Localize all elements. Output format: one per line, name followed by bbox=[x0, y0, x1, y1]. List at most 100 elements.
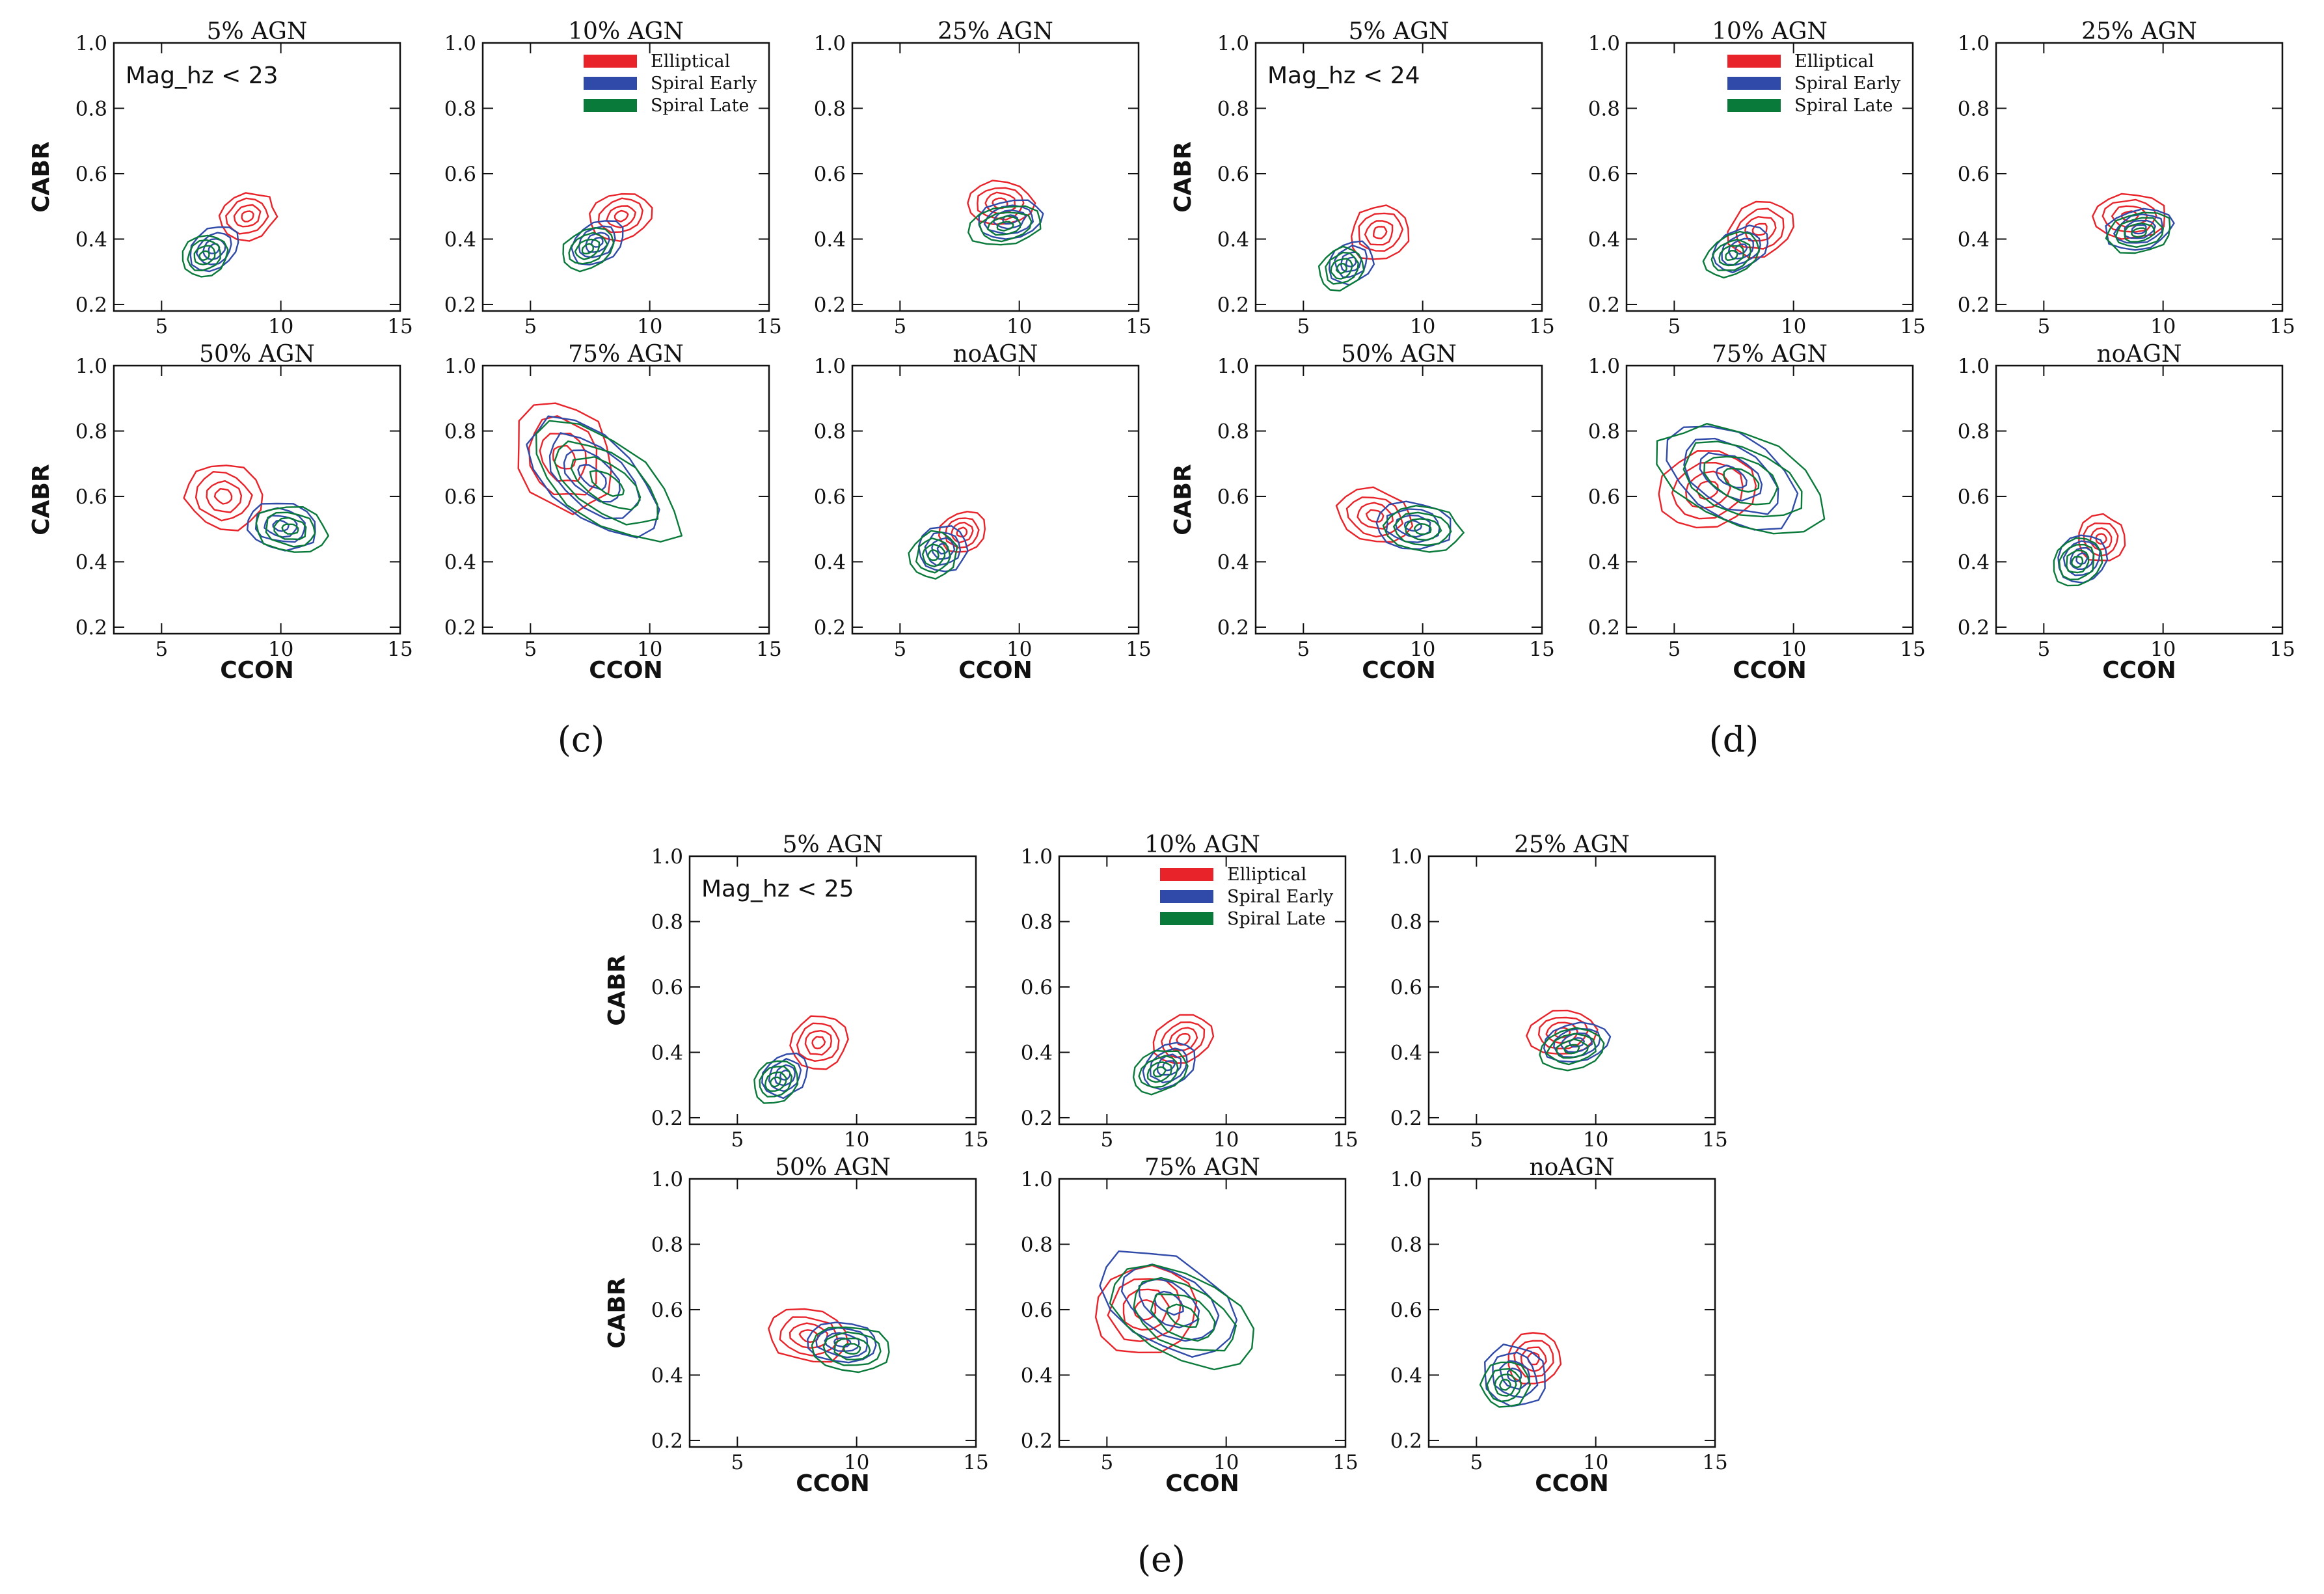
contour-line bbox=[768, 1308, 849, 1363]
y-tick-label: 0.6 bbox=[1021, 976, 1053, 999]
contour-line bbox=[273, 517, 307, 541]
x-tick-label: 15 bbox=[1529, 315, 1554, 338]
contour-line bbox=[1513, 1340, 1554, 1378]
y-tick-label: 0.2 bbox=[75, 293, 107, 317]
series-elliptical bbox=[1507, 1332, 1562, 1385]
contour-line bbox=[1699, 452, 1763, 502]
x-axis-label: CCON bbox=[958, 657, 1033, 684]
legend-swatch bbox=[1160, 890, 1213, 903]
contour-line bbox=[1543, 1021, 1612, 1063]
contour-line bbox=[822, 1331, 882, 1366]
x-tick-label: 5 bbox=[2037, 315, 2050, 338]
contour-line bbox=[1109, 1263, 1255, 1371]
series-elliptical bbox=[1350, 204, 1410, 260]
contour-line bbox=[1539, 1027, 1605, 1072]
panel-4: 5 10 15 0.2 0.4 0.6 0.8 1.0 50% AGN CABR CCON bbox=[28, 341, 413, 684]
y-tick-label: 1.0 bbox=[1588, 32, 1620, 55]
y-tick-label: 0.4 bbox=[1958, 228, 1990, 251]
contour-line bbox=[1152, 1066, 1167, 1077]
y-tick-label: 0.8 bbox=[1021, 1233, 1053, 1256]
series-spiral-late bbox=[535, 420, 683, 543]
panel-title: 25% AGN bbox=[1514, 831, 1630, 858]
y-tick-label: 1.0 bbox=[1217, 32, 1249, 55]
series-elliptical bbox=[183, 465, 263, 532]
series-spiral-late bbox=[2105, 211, 2171, 254]
contour-line bbox=[1703, 455, 1779, 506]
contour-line bbox=[1498, 1379, 1511, 1391]
x-tick-label: 10 bbox=[844, 1128, 869, 1152]
contour-line bbox=[1744, 216, 1777, 242]
contour-line bbox=[1666, 426, 1799, 531]
y-tick-label: 0.2 bbox=[1588, 616, 1620, 640]
x-tick-label: 15 bbox=[1529, 638, 1554, 661]
magnitude-note: Mag_hz < 23 bbox=[126, 62, 278, 89]
contour-line bbox=[1710, 238, 1752, 271]
panel-2: 5 10 150.20.40.60.81.0 10% AGNEllipticalSpi… bbox=[1021, 831, 1358, 1152]
y-tick-label: 0.4 bbox=[1217, 550, 1249, 574]
x-tick-label: 5 bbox=[1100, 1451, 1113, 1474]
contour-line bbox=[1718, 245, 1745, 267]
x-tick-label: 10 bbox=[2150, 638, 2176, 661]
group-label: (c) bbox=[558, 719, 604, 760]
contour-line bbox=[774, 1064, 796, 1087]
contour-line bbox=[1545, 1033, 1597, 1066]
contour-line bbox=[539, 433, 588, 482]
contour-line bbox=[1094, 1264, 1198, 1354]
panel-title: 25% AGN bbox=[2081, 18, 2197, 45]
legend-swatch bbox=[584, 99, 637, 112]
contour-line bbox=[589, 470, 625, 497]
series-elliptical bbox=[768, 1308, 849, 1363]
contour-line bbox=[1656, 423, 1826, 535]
y-axis-label: CABR bbox=[604, 954, 630, 1025]
contour-line bbox=[753, 1060, 799, 1104]
contour-line bbox=[2078, 513, 2126, 561]
y-tick-label: 1.0 bbox=[651, 845, 683, 869]
contour-line bbox=[189, 226, 239, 273]
contour-line bbox=[936, 543, 949, 555]
series-spiral-late bbox=[1702, 230, 1761, 278]
panel-6: 5 10 15 0.2 0.4 0.6 0.8 1.0 noAGN CCON bbox=[814, 341, 1152, 684]
panel-2: 5 10 150.20.40.60.81.0 10% AGNEllipticalSpi… bbox=[1588, 18, 1926, 338]
plot-frame bbox=[851, 42, 1140, 312]
contour-line bbox=[2083, 522, 2119, 557]
legend-swatch bbox=[1160, 912, 1213, 925]
contour-line bbox=[950, 521, 974, 544]
y-tick-label: 0.8 bbox=[75, 420, 107, 443]
contour-line bbox=[570, 456, 642, 511]
series-spiral-late bbox=[1109, 1263, 1255, 1371]
y-tick-label: 1.0 bbox=[1390, 1168, 1422, 1191]
y-tick-label: 1.0 bbox=[444, 355, 476, 378]
y-tick-label: 0.8 bbox=[75, 97, 107, 120]
legend-label: Spiral Early bbox=[1794, 74, 1901, 94]
contour-line bbox=[2131, 227, 2147, 238]
series-spiral-late bbox=[2053, 537, 2103, 587]
contour-line bbox=[552, 444, 576, 470]
contour-line bbox=[2071, 556, 2084, 569]
legend-label: Elliptical bbox=[651, 51, 730, 72]
contour-line bbox=[924, 532, 962, 567]
contour-line bbox=[798, 1329, 819, 1344]
contour-line bbox=[1161, 1021, 1206, 1059]
panel-title: 50% AGN bbox=[1341, 341, 1457, 368]
y-tick-label: 1.0 bbox=[1958, 355, 1990, 378]
y-tick-label: 0.2 bbox=[651, 1429, 683, 1453]
contour-line bbox=[2115, 217, 2165, 248]
y-tick-label: 0.8 bbox=[1021, 910, 1053, 934]
contour-line bbox=[2057, 534, 2109, 584]
x-tick-label: 10 bbox=[637, 638, 662, 661]
x-axis-label: CCON bbox=[589, 657, 663, 684]
x-tick-label: 10 bbox=[1781, 638, 1806, 661]
x-tick-label: 10 bbox=[637, 315, 662, 338]
contour-line bbox=[986, 215, 1021, 236]
y-tick-label: 1.0 bbox=[651, 1168, 683, 1191]
plot-frame bbox=[481, 364, 770, 635]
contour-line bbox=[1712, 224, 1769, 274]
contour-line bbox=[1133, 1277, 1237, 1352]
y-tick-label: 0.2 bbox=[814, 293, 846, 317]
panel-5: 5 10 15 0.2 0.4 0.6 0.8 1.0 75% AGN CCON bbox=[1588, 341, 1926, 684]
y-tick-label: 0.2 bbox=[1958, 293, 1990, 317]
contour-line bbox=[796, 1022, 840, 1062]
y-tick-label: 0.4 bbox=[814, 550, 846, 574]
